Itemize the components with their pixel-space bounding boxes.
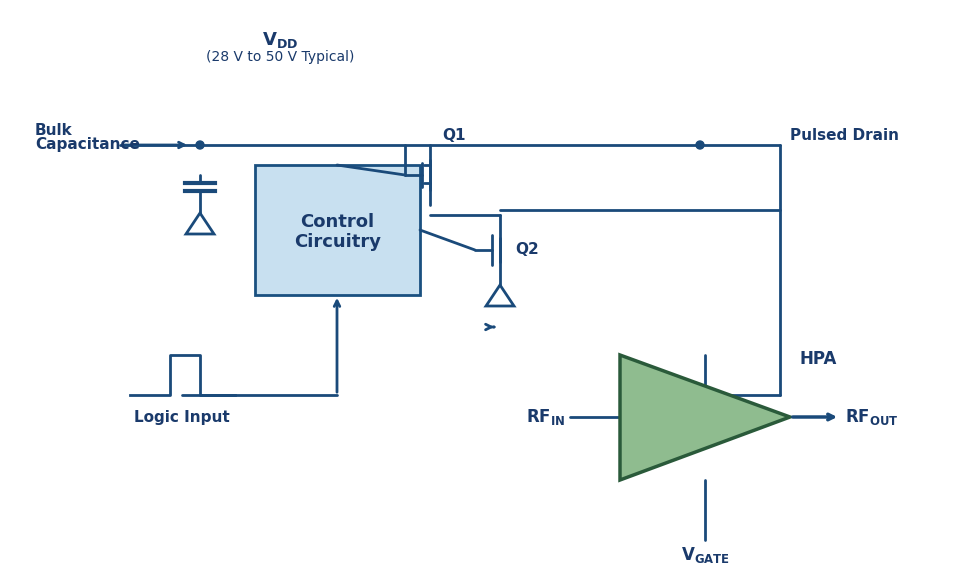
- Text: $\mathbf{V_{DD}}$: $\mathbf{V_{DD}}$: [261, 30, 298, 50]
- Text: Control: Control: [300, 213, 375, 231]
- Circle shape: [695, 141, 703, 149]
- Text: HPA: HPA: [799, 350, 836, 368]
- Text: Capacitance: Capacitance: [35, 137, 140, 152]
- Text: Pulsed Drain: Pulsed Drain: [789, 128, 898, 143]
- Text: V$_\mathbf{GATE}$: V$_\mathbf{GATE}$: [680, 545, 729, 565]
- Text: RF$_\mathbf{OUT}$: RF$_\mathbf{OUT}$: [844, 407, 898, 427]
- Text: Circuitry: Circuitry: [293, 233, 380, 251]
- Text: (28 V to 50 V Typical): (28 V to 50 V Typical): [205, 50, 354, 64]
- FancyBboxPatch shape: [254, 165, 420, 295]
- Text: RF$_\mathbf{IN}$: RF$_\mathbf{IN}$: [525, 407, 564, 427]
- Text: Logic Input: Logic Input: [134, 410, 230, 425]
- Text: Q2: Q2: [514, 242, 538, 257]
- Polygon shape: [619, 355, 789, 480]
- Text: Bulk: Bulk: [35, 123, 72, 138]
- Text: Q1: Q1: [441, 128, 465, 143]
- Circle shape: [196, 141, 203, 149]
